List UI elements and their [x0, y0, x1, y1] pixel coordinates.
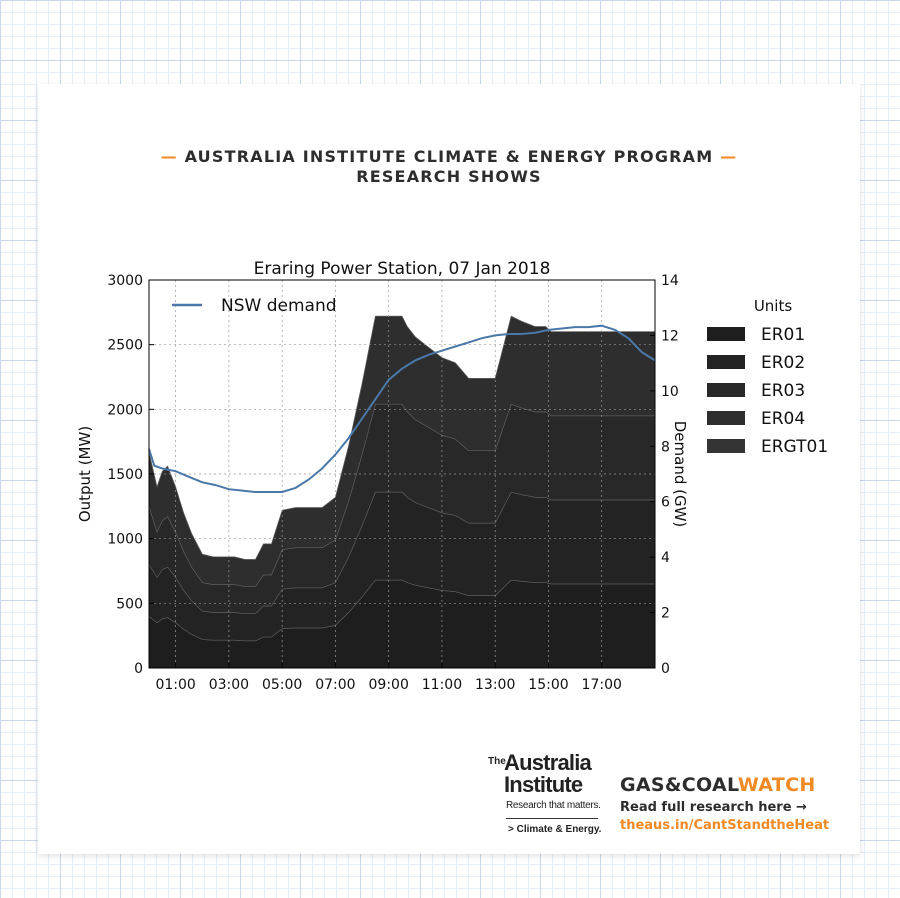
logo-name-line1: Australia	[504, 750, 592, 775]
y-tick-label-5: 2500	[107, 338, 143, 354]
legend-swatch-er02	[707, 355, 745, 369]
gas-coal-watch-title-part1: GAS&COAL	[620, 774, 738, 796]
logo-the: The	[488, 756, 506, 767]
x-tick-label-5: 11:00	[422, 677, 462, 693]
chart-title: Eraring Power Station, 07 Jan 2018	[254, 259, 551, 279]
units-legend-title: Units	[754, 297, 793, 315]
y2-tick-label-4: 8	[661, 439, 670, 455]
legend-label-ergt01: ERGT01	[761, 437, 828, 457]
nsw-demand-line	[148, 324, 656, 493]
header-dash-left: —	[160, 147, 178, 166]
logo-rule	[506, 818, 598, 819]
legend-swatch-er03	[707, 383, 745, 397]
y-tick-label-2: 1000	[107, 532, 143, 548]
legend-label-er01: ER01	[761, 325, 805, 345]
output-chart: 01:00 03:00 05:00 07:00 09:00 11:00 13:00 15:00…	[76, 259, 828, 693]
y-tick-label-1: 500	[116, 596, 143, 612]
y-tick-label-4: 2000	[107, 402, 143, 418]
x-tick-label-7: 15:00	[528, 677, 568, 693]
y2-tick-label-2: 4	[661, 550, 670, 566]
research-url-link[interactable]: theaus.in/CantStandtheHeat	[620, 818, 830, 833]
header-title: AUSTRALIA INSTITUTE CLIMATE & ENERGY PRO…	[184, 147, 714, 166]
legend-label-er04: ER04	[761, 409, 805, 429]
x-tick-label-6: 13:00	[475, 677, 515, 693]
y2-axis-label: Demand (GW)	[671, 421, 689, 528]
units-legend: ER01 ER02 ER03 ER04 ERGT01	[707, 325, 828, 457]
axes: 01:00 03:00 05:00 07:00 09:00 11:00 13:00 15:00…	[107, 273, 679, 693]
legend-swatch-er04	[707, 411, 745, 425]
infographic-card: — AUSTRALIA INSTITUTE CLIMATE & ENERGY P…	[38, 84, 860, 854]
header-dash-right: —	[720, 147, 738, 166]
y-axis-label: Output (MW)	[76, 426, 94, 522]
header-line-1: — AUSTRALIA INSTITUTE CLIMATE & ENERGY P…	[38, 147, 860, 166]
y2-tick-label-7: 14	[661, 273, 679, 289]
y2-tick-label-5: 10	[661, 384, 679, 400]
area-ergt01	[148, 315, 655, 560]
header-line-2: RESEARCH SHOWS	[356, 167, 542, 186]
gas-coal-watch-title: GAS&COALWATCH	[620, 774, 829, 796]
x-tick-label-1: 03:00	[209, 677, 249, 693]
x-tick-label-4: 09:00	[369, 677, 409, 693]
logo-tagline: Research that matters.	[506, 800, 601, 811]
gas-coal-watch-block: GAS&COALWATCH Read full research here → …	[620, 774, 829, 833]
y-tick-label-6: 3000	[107, 273, 143, 289]
read-research-link-text[interactable]: Read full research here →	[620, 800, 807, 815]
legend-swatch-ergt01	[707, 439, 745, 453]
legend-label-er03: ER03	[761, 381, 805, 401]
y2-tick-label-0: 0	[661, 661, 670, 677]
logo-subline: > Climate & Energy.	[508, 824, 602, 835]
logo-name-line2: Institute	[504, 772, 583, 797]
y-tick-label-3: 1500	[107, 467, 143, 483]
x-tick-label-8: 17:00	[582, 677, 622, 693]
legend-label-er02: ER02	[761, 353, 805, 373]
y2-tick-label-1: 2	[661, 606, 670, 622]
x-tick-label-0: 01:00	[155, 677, 195, 693]
gas-coal-watch-title-part2: WATCH	[737, 774, 816, 796]
x-tick-label-2: 05:00	[262, 677, 302, 693]
x-tick-label-3: 07:00	[315, 677, 355, 693]
demand-legend-label: NSW demand	[221, 296, 337, 316]
y-tick-label-0: 0	[134, 661, 143, 677]
y2-tick-label-6: 12	[661, 328, 679, 344]
y2-tick-label-3: 6	[661, 495, 670, 511]
legend-swatch-er01	[707, 327, 745, 341]
